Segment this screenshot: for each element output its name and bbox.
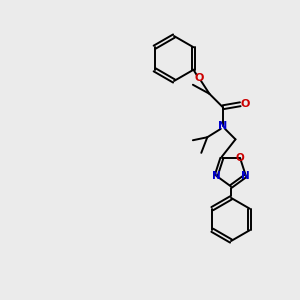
Text: N: N <box>218 121 227 131</box>
Text: N: N <box>242 171 250 181</box>
Text: O: O <box>236 153 244 163</box>
Text: N: N <box>212 171 220 181</box>
Text: O: O <box>240 99 250 109</box>
Text: O: O <box>194 73 204 83</box>
